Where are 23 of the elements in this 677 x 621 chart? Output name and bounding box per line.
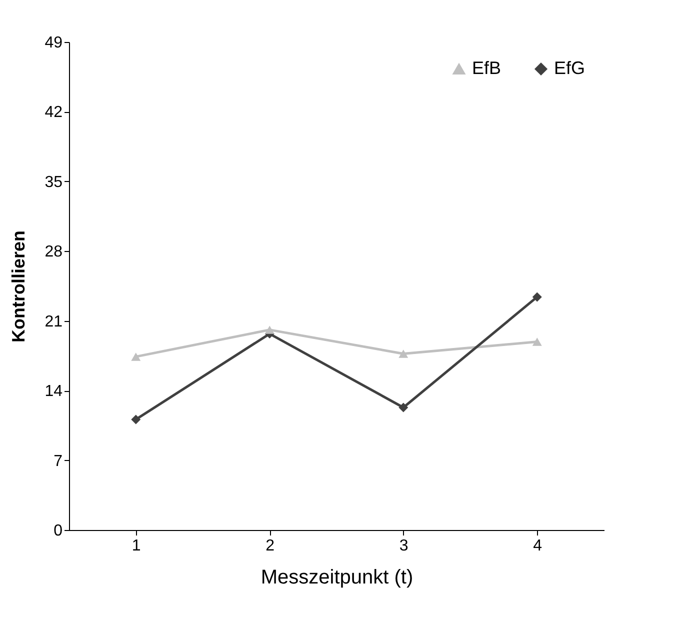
y-tick-label: 49 xyxy=(44,34,63,52)
y-tick-label: 0 xyxy=(54,522,63,540)
y-tick-label: 28 xyxy=(44,244,63,261)
point xyxy=(398,350,408,358)
point xyxy=(264,326,274,334)
y-tick-label: 7 xyxy=(54,452,63,470)
point xyxy=(398,402,408,412)
point xyxy=(532,338,542,346)
legend-label: EfB xyxy=(472,58,502,78)
x-tick-label: 2 xyxy=(266,538,275,554)
y-axis-title: Kontrollieren xyxy=(8,230,29,343)
legend-label: EfG xyxy=(554,58,586,78)
x-tick-label: 3 xyxy=(399,538,408,554)
x-axis-title: Messzeitpunkt (t) xyxy=(260,566,414,588)
y-tick-label: 21 xyxy=(44,313,63,330)
point xyxy=(131,352,141,361)
x-tick-label: 1 xyxy=(132,538,141,554)
y-tick-label: 35 xyxy=(44,174,63,191)
x-tick-label: 4 xyxy=(533,538,542,554)
point xyxy=(532,292,542,302)
point xyxy=(131,414,141,424)
y-tick-label: 14 xyxy=(44,383,63,400)
y-tick-label: 42 xyxy=(44,104,63,122)
